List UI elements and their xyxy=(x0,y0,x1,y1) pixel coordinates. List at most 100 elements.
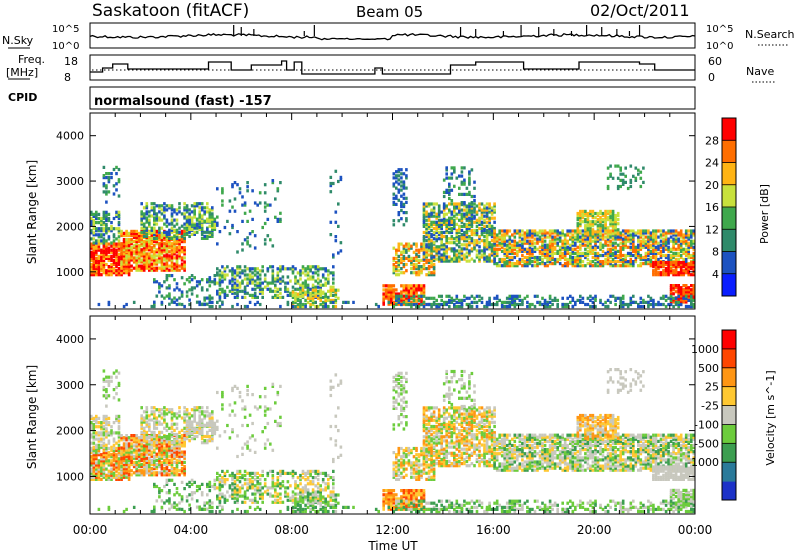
heatmap-cell xyxy=(437,208,441,212)
heatmap-cell xyxy=(672,288,675,292)
heatmap-cell xyxy=(674,235,678,239)
heatmap-cell xyxy=(405,298,408,302)
heatmap-cell xyxy=(261,265,264,269)
heatmap-cell xyxy=(221,187,224,191)
heatmap-cell xyxy=(541,231,544,235)
heatmap-cell xyxy=(258,191,262,195)
heatmap-cell xyxy=(516,296,519,300)
heatmap-cell xyxy=(382,298,385,302)
heatmap-cell xyxy=(679,229,683,233)
heatmap-cell xyxy=(526,262,529,266)
heatmap-cell xyxy=(180,229,184,233)
heatmap-cell xyxy=(127,238,131,242)
heatmap-cell xyxy=(271,289,275,293)
heatmap-cell xyxy=(669,267,673,271)
heatmap-cell xyxy=(173,248,176,252)
heatmap-cell xyxy=(679,247,683,251)
heatmap-cell xyxy=(526,255,529,260)
heatmap-cell xyxy=(493,257,496,262)
heatmap-cell xyxy=(667,265,670,269)
heatmap-cell xyxy=(659,245,663,249)
heatmap-cell xyxy=(183,256,186,260)
heatmap-cell xyxy=(153,220,156,224)
heatmap-cell xyxy=(667,247,670,251)
heatmap-cell xyxy=(584,302,587,307)
heatmap-cell xyxy=(690,298,693,302)
heatmap-cell xyxy=(468,172,471,176)
heatmap-cell xyxy=(120,262,123,266)
heatmap-cell xyxy=(674,229,678,233)
heatmap-cell xyxy=(95,267,98,271)
heatmap-cell xyxy=(442,255,446,259)
heatmap-cell xyxy=(180,258,184,262)
heatmap-cell xyxy=(528,229,532,233)
heatmap-cell xyxy=(576,235,580,239)
heatmap-cell xyxy=(112,455,116,459)
heatmap-cell xyxy=(669,294,673,298)
heatmap-cell xyxy=(488,216,491,220)
heatmap-cell xyxy=(599,220,602,224)
heatmap-cell xyxy=(115,453,118,457)
heatmap-cell xyxy=(460,302,464,307)
heatmap-cell xyxy=(606,232,610,236)
heatmap-cell xyxy=(558,262,562,266)
heatmap-cell xyxy=(606,257,610,262)
heatmap-cell xyxy=(132,235,136,240)
heatmap-cell xyxy=(120,467,123,471)
heatmap-cell xyxy=(158,248,161,252)
heatmap-cell xyxy=(117,273,121,277)
heatmap-cell xyxy=(674,233,678,237)
heatmap-cell xyxy=(102,437,106,441)
heatmap-cell xyxy=(601,237,605,241)
heatmap-cell xyxy=(137,268,141,272)
heatmap-cell xyxy=(271,265,275,269)
noise-search-spikes xyxy=(233,25,641,36)
heatmap-cell xyxy=(231,225,234,230)
heatmap-cell xyxy=(112,448,116,453)
heatmap-cell xyxy=(516,243,519,247)
heatmap-cell xyxy=(397,174,401,178)
heatmap-cell xyxy=(417,298,421,302)
heatmap-cell xyxy=(117,231,121,235)
heatmap-cell xyxy=(253,246,257,250)
heatmap-cell xyxy=(667,245,670,249)
heatmap-cell xyxy=(435,257,438,261)
heatmap-cell xyxy=(639,300,643,304)
heatmap-cell xyxy=(100,229,103,233)
heatmap-cell xyxy=(448,218,451,222)
heatmap-cell xyxy=(692,273,696,277)
heatmap-cell xyxy=(281,279,285,283)
heatmap-cell xyxy=(594,304,597,309)
heatmap-cell xyxy=(432,273,436,277)
heatmap-cell xyxy=(480,226,484,231)
heatmap-cell xyxy=(584,251,587,255)
heatmap-cell xyxy=(425,204,428,208)
heatmap-cell xyxy=(107,256,111,260)
heatmap-cell xyxy=(140,226,143,230)
heatmap-cell xyxy=(442,222,446,226)
heatmap-cell xyxy=(130,256,133,260)
heatmap-cell xyxy=(97,446,101,451)
heatmap-cell xyxy=(563,247,567,251)
heatmap-cell xyxy=(102,165,106,169)
heatmap-cell xyxy=(594,216,597,220)
heatmap-cell xyxy=(599,224,602,228)
heatmap-cell xyxy=(183,246,186,250)
heatmap-cell xyxy=(410,286,413,290)
heatmap-cell xyxy=(145,242,149,246)
heatmap-cell xyxy=(115,172,118,176)
heatmap-cell xyxy=(392,294,396,298)
heatmap-cell xyxy=(95,448,98,453)
heatmap-cell xyxy=(571,235,575,239)
heatmap-cell xyxy=(425,214,428,218)
heatmap-cell xyxy=(274,289,277,293)
heatmap-cell xyxy=(95,221,98,225)
heatmap-cell xyxy=(442,253,446,257)
heatmap-cell xyxy=(246,277,249,281)
heatmap-cell xyxy=(142,214,146,218)
heatmap-cell xyxy=(122,271,126,275)
heatmap-cell xyxy=(92,455,96,459)
heatmap-cell xyxy=(616,264,620,268)
heatmap-cell xyxy=(112,216,116,221)
heatmap-cell xyxy=(412,250,416,254)
